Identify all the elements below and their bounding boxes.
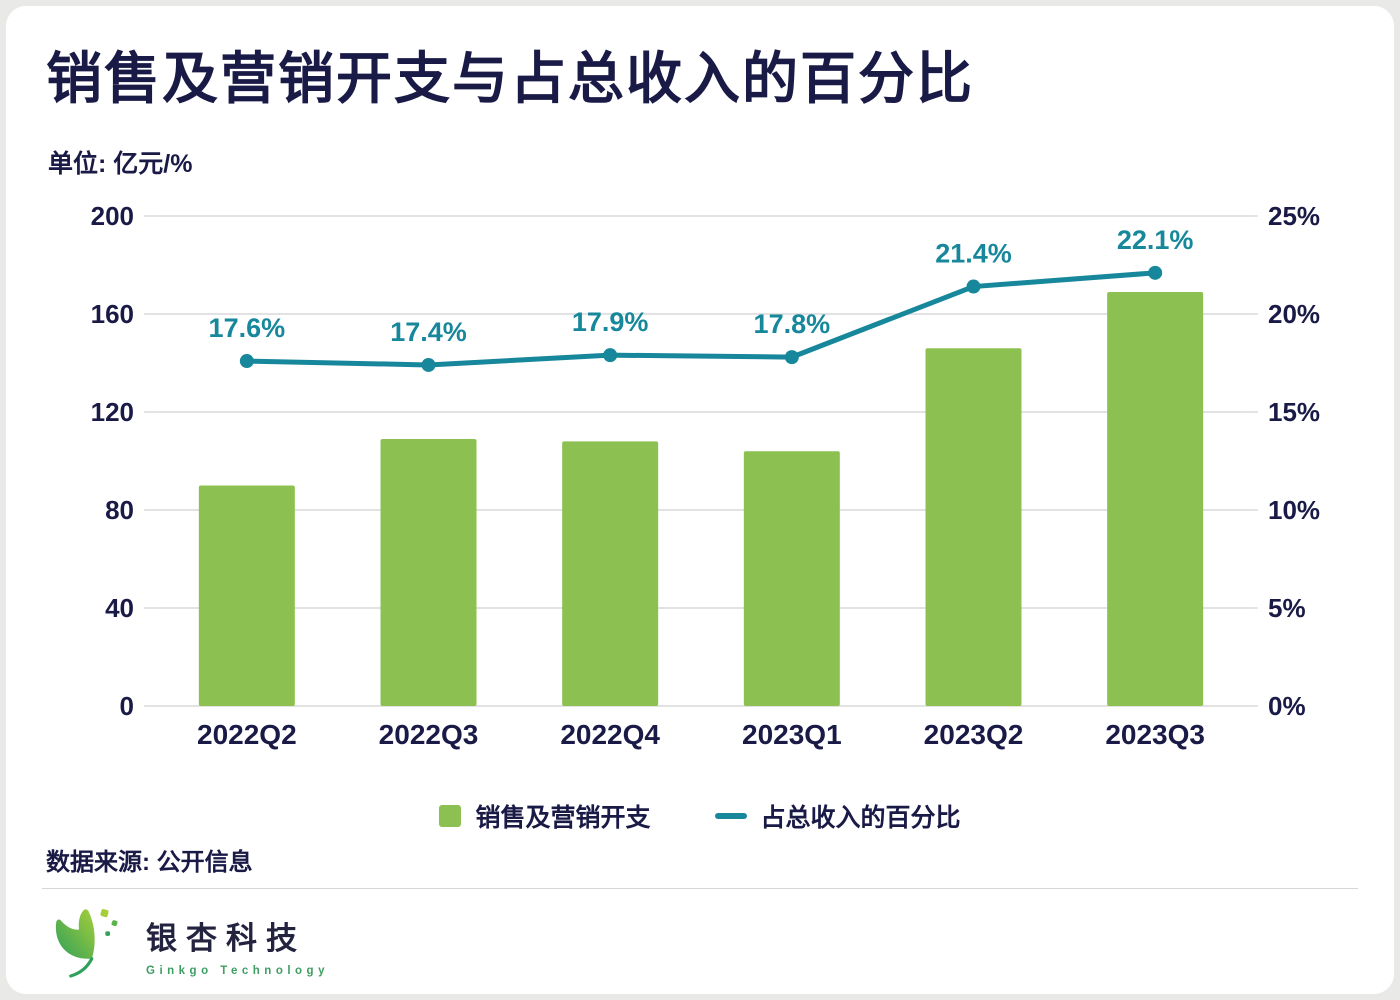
combo-chart: 0 0% 40 5% 80 10% 120 15% 160 20% 200 25% 2022Q2 2022… bbox=[91, 201, 1320, 750]
line-point bbox=[784, 350, 799, 365]
bar-2023Q1 bbox=[743, 451, 840, 706]
bar-2023Q3 bbox=[1107, 291, 1204, 706]
line-value-label: 22.1% bbox=[1117, 225, 1194, 255]
brand-text: 银杏科技 Ginkgo Technology bbox=[146, 913, 329, 977]
ginkgo-leaf-icon bbox=[55, 909, 118, 978]
page-title: 销售及营销开支与占总收入的百分比 bbox=[46, 47, 974, 110]
left-axis-label: 120 bbox=[91, 397, 134, 427]
data-source: 数据来源: 公开信息 bbox=[46, 849, 253, 876]
bar-2023Q2 bbox=[925, 348, 1022, 706]
x-axis-label: 2022Q3 bbox=[379, 719, 479, 750]
left-axis-label: 80 bbox=[105, 495, 134, 525]
left-axis-label: 40 bbox=[105, 593, 134, 623]
x-axis-label: 2022Q4 bbox=[560, 719, 660, 750]
bar-2022Q3 bbox=[380, 438, 477, 706]
legend-line-label: 占总收入的百分比 bbox=[760, 804, 961, 832]
line-value-label: 17.4% bbox=[390, 317, 467, 347]
right-axis-label: 25% bbox=[1268, 201, 1320, 231]
line-swatch-icon bbox=[714, 813, 747, 819]
left-axis-label: 160 bbox=[91, 299, 134, 329]
percentage-line bbox=[244, 270, 1158, 368]
report-card: 销售及营销开支与占总收入的百分比 单位: 亿元/% 0 0% 40 5% 80 10% 12… bbox=[6, 6, 1394, 994]
bar-2022Q4 bbox=[562, 441, 659, 706]
bar-2022Q2 bbox=[198, 485, 295, 706]
x-axis-label: 2023Q3 bbox=[1105, 719, 1205, 750]
line-point bbox=[239, 354, 254, 369]
legend-item-bar: 销售及营销开支 bbox=[439, 798, 651, 834]
line-point bbox=[966, 279, 981, 294]
left-axis-label: 200 bbox=[91, 201, 134, 231]
line-point bbox=[421, 357, 436, 372]
line-value-label: 21.4% bbox=[935, 239, 1012, 269]
left-axis-label: 0 bbox=[120, 691, 134, 721]
unit-label: 单位: 亿元/% bbox=[48, 150, 193, 178]
line-value-label: 17.8% bbox=[754, 309, 831, 339]
x-axis-label: 2022Q2 bbox=[197, 719, 297, 750]
brand-name: 银杏科技 bbox=[146, 921, 306, 956]
x-axis-label: 2023Q2 bbox=[924, 719, 1024, 750]
brand-subtitle: Ginkgo Technology bbox=[146, 965, 329, 977]
right-axis-label: 15% bbox=[1268, 397, 1320, 427]
right-axis-label: 20% bbox=[1268, 299, 1320, 329]
right-axis-label: 0% bbox=[1268, 691, 1306, 721]
line-value-label: 17.9% bbox=[572, 307, 649, 337]
line-value-label: 17.6% bbox=[209, 313, 286, 343]
chart-legend: 销售及营销开支 占总收入的百分比 bbox=[6, 798, 1394, 834]
right-axis-label: 5% bbox=[1268, 593, 1306, 623]
brand-logo: 银杏科技 Ginkgo Technology bbox=[48, 904, 329, 986]
x-axis-label: 2023Q1 bbox=[742, 719, 842, 750]
bar-swatch-icon bbox=[439, 805, 462, 827]
right-axis-label: 10% bbox=[1268, 495, 1320, 525]
line-point bbox=[603, 348, 618, 363]
legend-bar-label: 销售及营销开支 bbox=[475, 804, 651, 832]
legend-item-line: 占总收入的百分比 bbox=[714, 798, 961, 834]
line-point bbox=[1148, 265, 1163, 280]
footer-divider bbox=[42, 888, 1358, 889]
